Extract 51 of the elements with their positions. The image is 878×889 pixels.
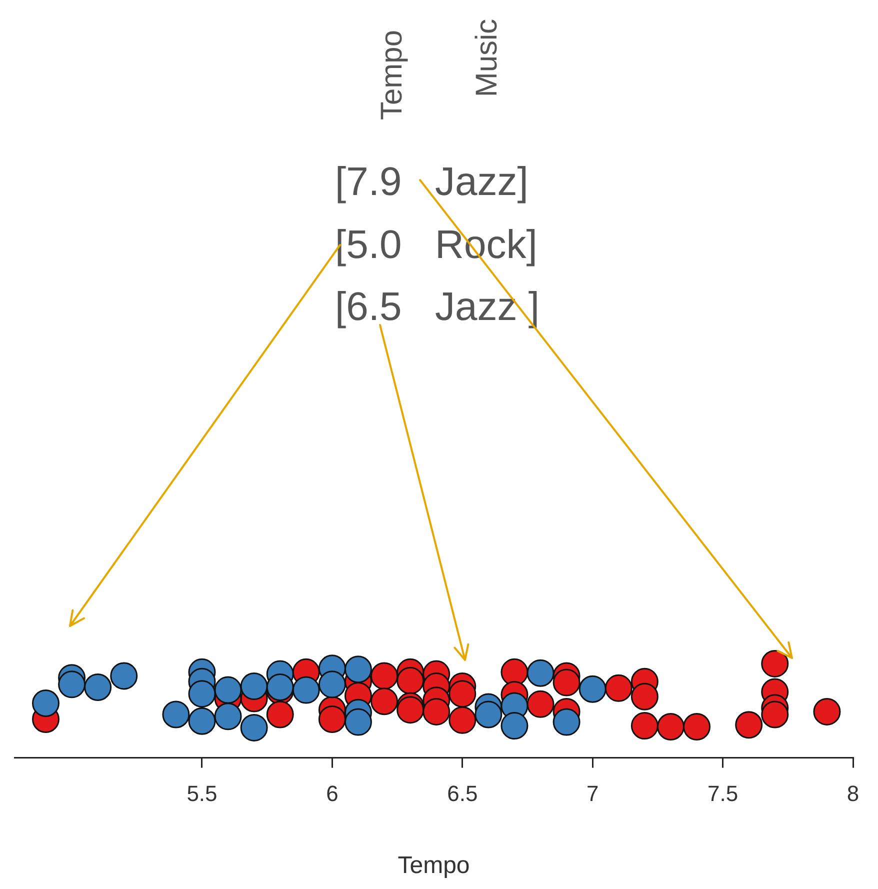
point bbox=[396, 696, 424, 724]
point bbox=[630, 682, 658, 710]
text: Tempo bbox=[375, 30, 408, 120]
point bbox=[318, 705, 346, 733]
point bbox=[761, 700, 789, 728]
point bbox=[500, 712, 528, 740]
point bbox=[84, 673, 112, 701]
point bbox=[604, 674, 632, 702]
point bbox=[683, 713, 711, 740]
text: [7.9 Jazz] bbox=[335, 160, 528, 204]
point bbox=[214, 676, 242, 704]
x-tick-label: 7 bbox=[586, 781, 599, 806]
point bbox=[214, 702, 242, 730]
x-tick-label: 8 bbox=[846, 781, 860, 806]
point bbox=[448, 680, 476, 708]
x-tick-label: 6 bbox=[326, 781, 338, 806]
x-tick-label: 7.5 bbox=[708, 781, 738, 806]
text: Music bbox=[470, 18, 504, 98]
point bbox=[578, 675, 606, 703]
point bbox=[370, 662, 398, 690]
point bbox=[474, 700, 502, 728]
point bbox=[344, 708, 372, 736]
point bbox=[370, 688, 398, 716]
point bbox=[240, 714, 268, 742]
text: [6.5 Jazz ] bbox=[335, 285, 540, 329]
point bbox=[344, 656, 372, 684]
x-tick-label: 6.5 bbox=[447, 781, 478, 806]
point bbox=[188, 707, 216, 735]
point bbox=[266, 700, 294, 728]
point bbox=[110, 662, 138, 690]
point bbox=[552, 708, 580, 736]
point bbox=[292, 676, 320, 704]
point bbox=[396, 666, 424, 694]
x-axis-title: Tempo bbox=[398, 852, 470, 880]
point bbox=[526, 690, 554, 718]
point bbox=[32, 689, 60, 717]
point bbox=[761, 650, 789, 678]
point bbox=[526, 659, 554, 687]
x-tick-label: 5.5 bbox=[186, 781, 218, 806]
point bbox=[656, 713, 684, 740]
point bbox=[162, 700, 190, 728]
point bbox=[735, 711, 763, 739]
point bbox=[422, 698, 450, 726]
point bbox=[318, 670, 346, 698]
point bbox=[630, 712, 658, 740]
point bbox=[552, 668, 580, 696]
point bbox=[448, 706, 476, 734]
point bbox=[188, 680, 216, 708]
point bbox=[813, 698, 841, 726]
point bbox=[58, 670, 86, 698]
point bbox=[240, 672, 268, 700]
